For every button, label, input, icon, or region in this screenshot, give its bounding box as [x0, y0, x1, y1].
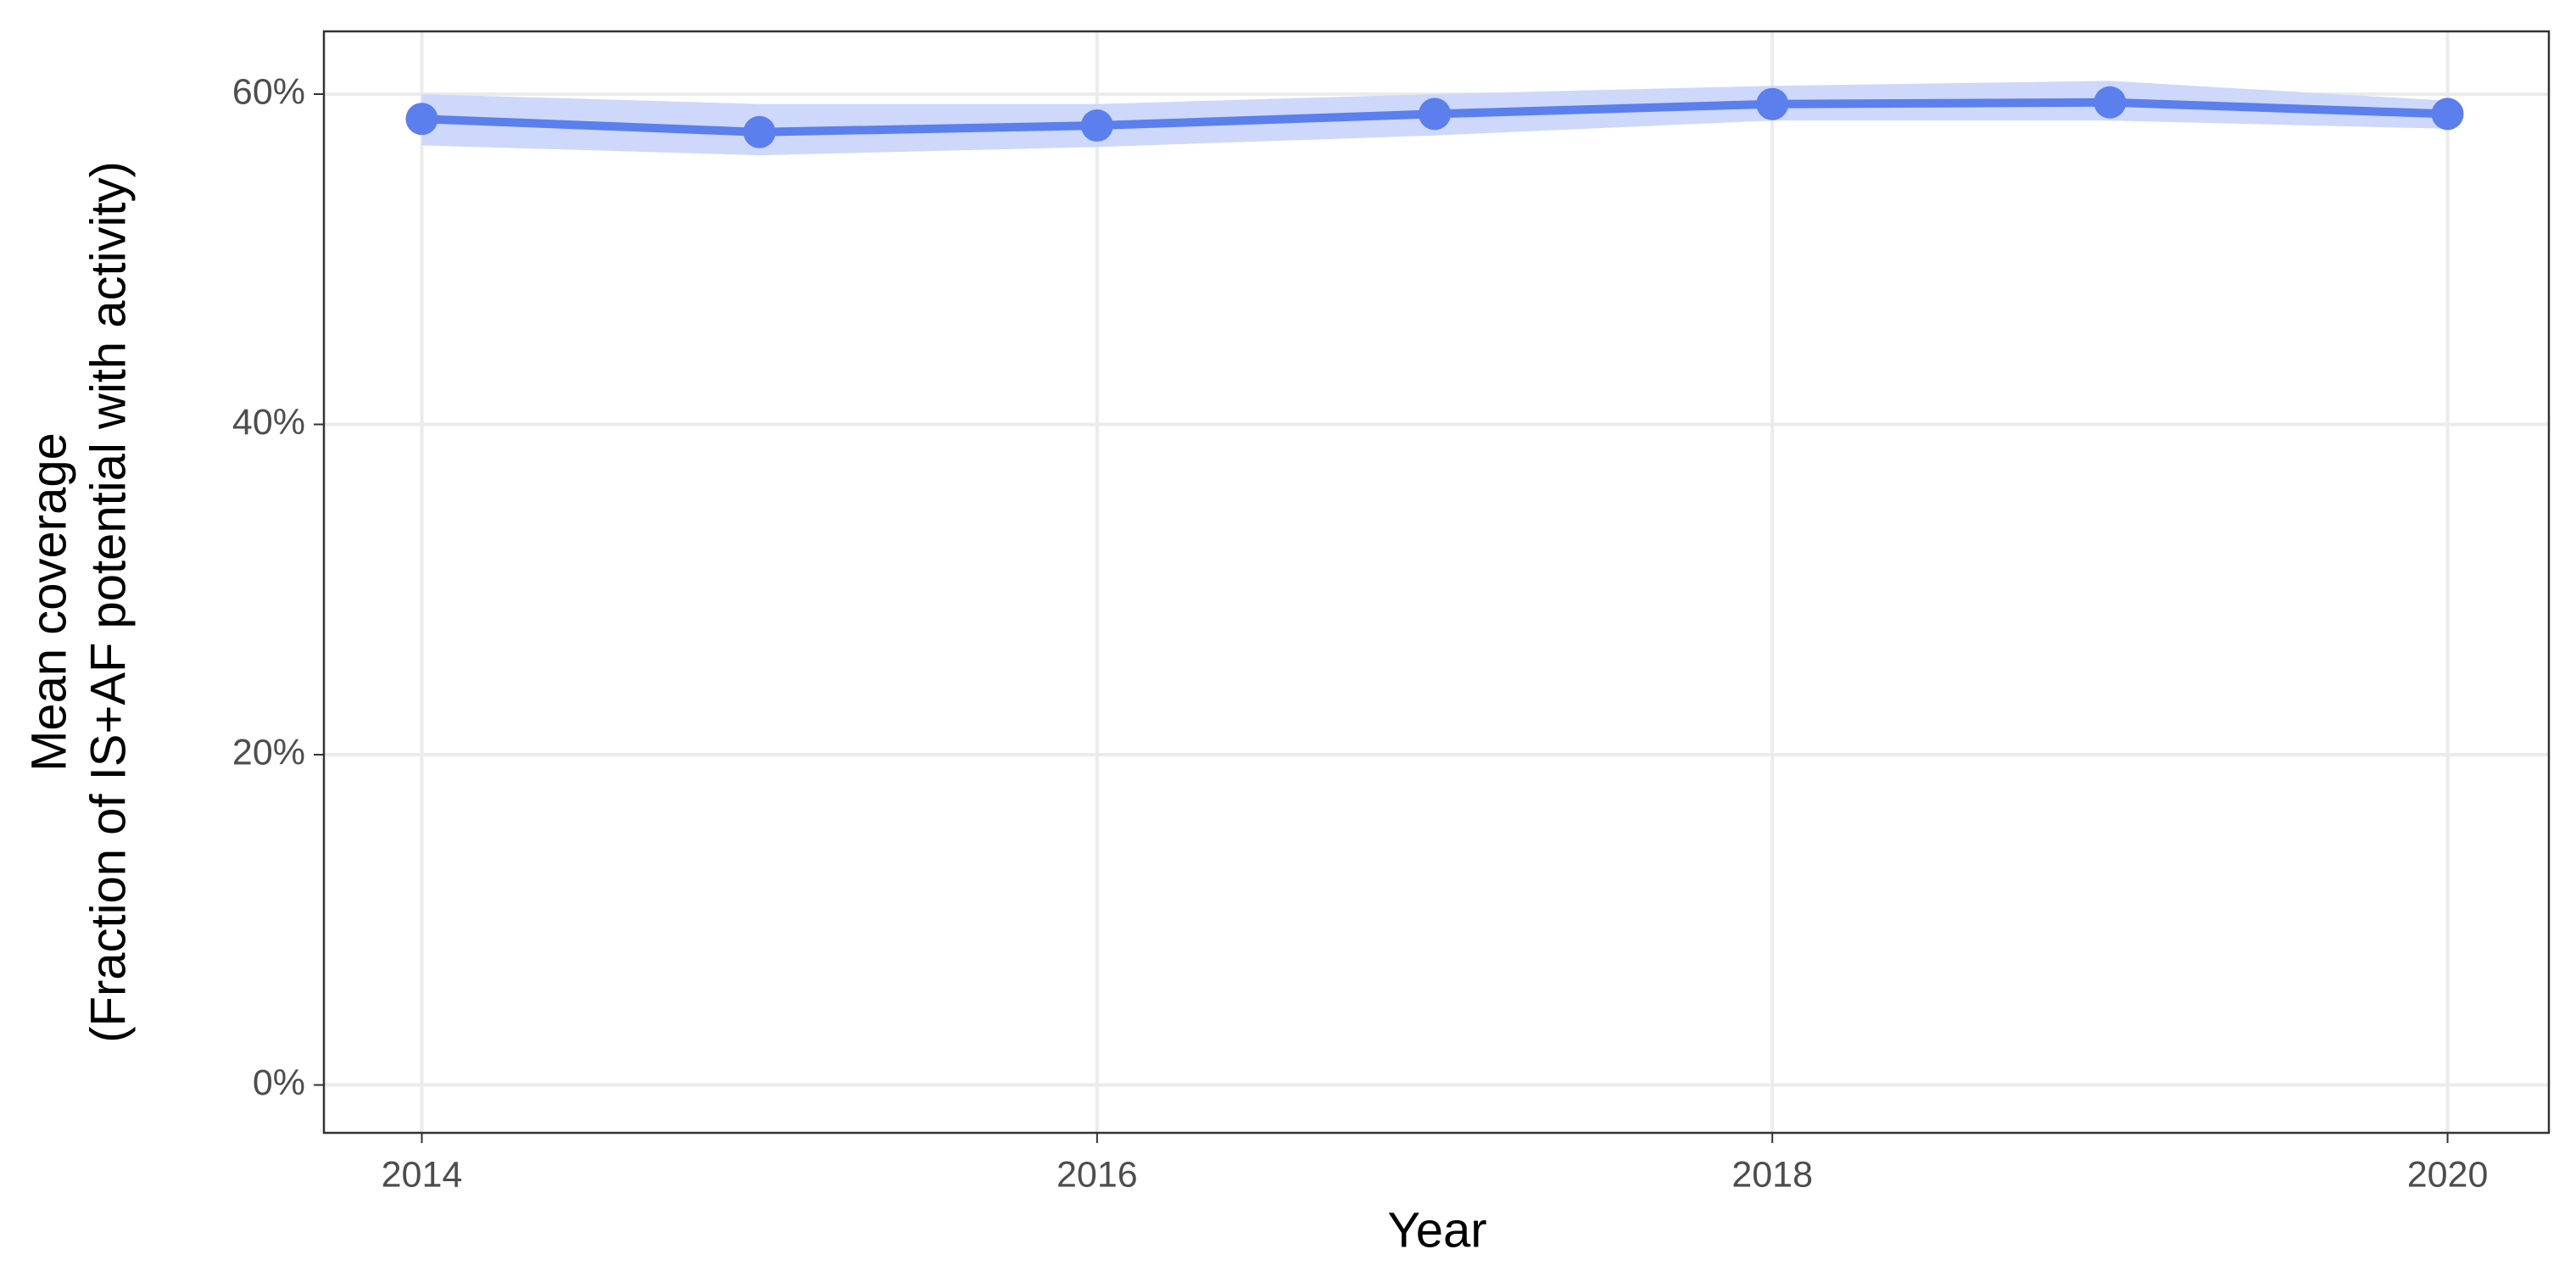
point [1080, 109, 1113, 142]
y-axis-title: Mean coverage [21, 432, 76, 772]
point [405, 103, 438, 136]
point [1756, 87, 1789, 120]
x-tick-label: 2016 [1057, 1154, 1138, 1195]
y-tick-label: 60% [232, 71, 305, 112]
panel-border [322, 30, 2551, 1135]
x-tick-label: 2020 [2407, 1154, 2489, 1195]
point [2431, 98, 2464, 131]
y-tick-label: 20% [232, 732, 305, 772]
x-tick-label: 2014 [382, 1154, 463, 1195]
y-tick-label: 0% [253, 1062, 305, 1103]
x-axis-title: Year [1387, 1202, 1486, 1257]
point [2094, 86, 2127, 119]
y-axis-title: (Fraction of IS+AF potential with activi… [81, 161, 136, 1043]
x-tick-label: 2018 [1731, 1154, 1813, 1195]
point [743, 115, 776, 148]
point [1419, 98, 1452, 131]
y-tick-label: 40% [232, 402, 305, 443]
